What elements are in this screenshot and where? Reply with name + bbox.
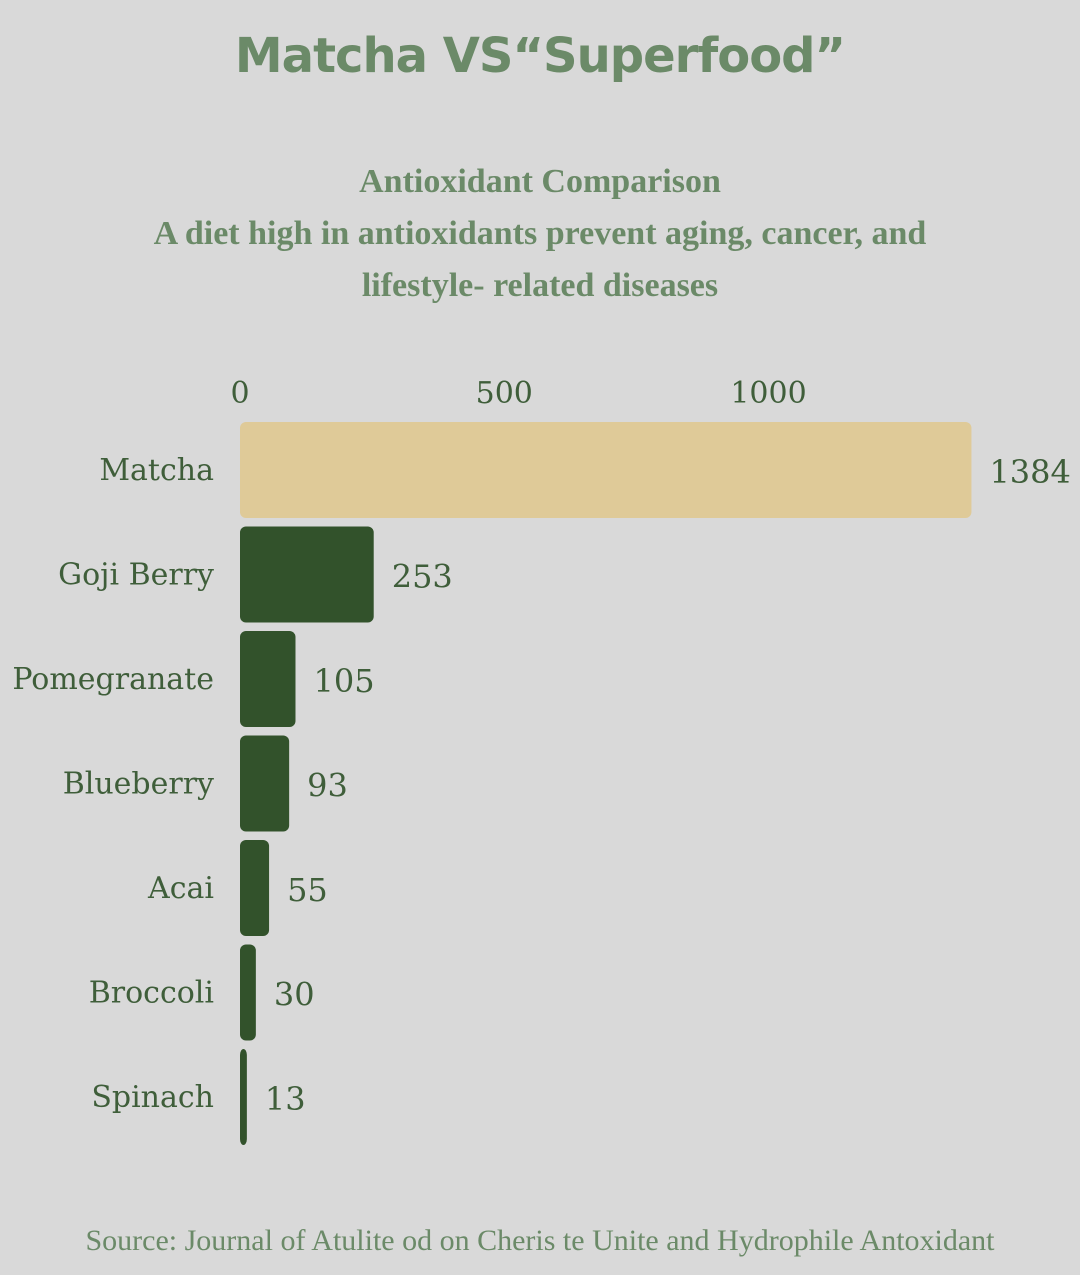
bar-chart: 0 500 1000 Matcha 1384 Goji Berry 253 Pomegrana… (12, 376, 1071, 1145)
x-tick-label: 0 (230, 376, 249, 411)
x-tick-label: 500 (476, 376, 533, 411)
category-label: Blueberry (63, 767, 214, 802)
value-label: 253 (392, 558, 453, 596)
bar (240, 735, 290, 832)
source-note: Source: Journal of Atulite od on Cheris … (85, 1224, 995, 1257)
category-label: Acai (147, 871, 214, 906)
x-tick-label: 1000 (730, 376, 806, 411)
subtitle-line-1: Antioxidant Comparison (359, 163, 721, 200)
category-label: Goji Berry (58, 558, 214, 593)
subtitle-line-2: A diet high in antioxidants prevent agin… (153, 215, 927, 252)
bar (240, 526, 374, 623)
bar (240, 840, 270, 936)
category-label: Spinach (91, 1080, 214, 1115)
value-label: 55 (287, 871, 328, 909)
category-label: Matcha (99, 453, 214, 488)
bar (240, 1049, 247, 1145)
bar (240, 944, 256, 1041)
value-label: 13 (265, 1080, 306, 1118)
bar (240, 631, 296, 727)
value-label: 1384 (989, 453, 1070, 491)
chart-subtitle: Antioxidant Comparison A diet high in an… (90, 156, 990, 312)
category-label: Broccoli (89, 976, 214, 1011)
subtitle-line-3: lifestyle- related diseases (361, 267, 719, 304)
category-label: Pomegranate (12, 662, 214, 697)
value-label: 30 (274, 976, 315, 1014)
bar-matcha (240, 422, 972, 518)
chart-title: Matcha VS“Superfood” (234, 28, 846, 84)
value-label: 93 (307, 767, 348, 805)
value-label: 105 (313, 662, 374, 700)
